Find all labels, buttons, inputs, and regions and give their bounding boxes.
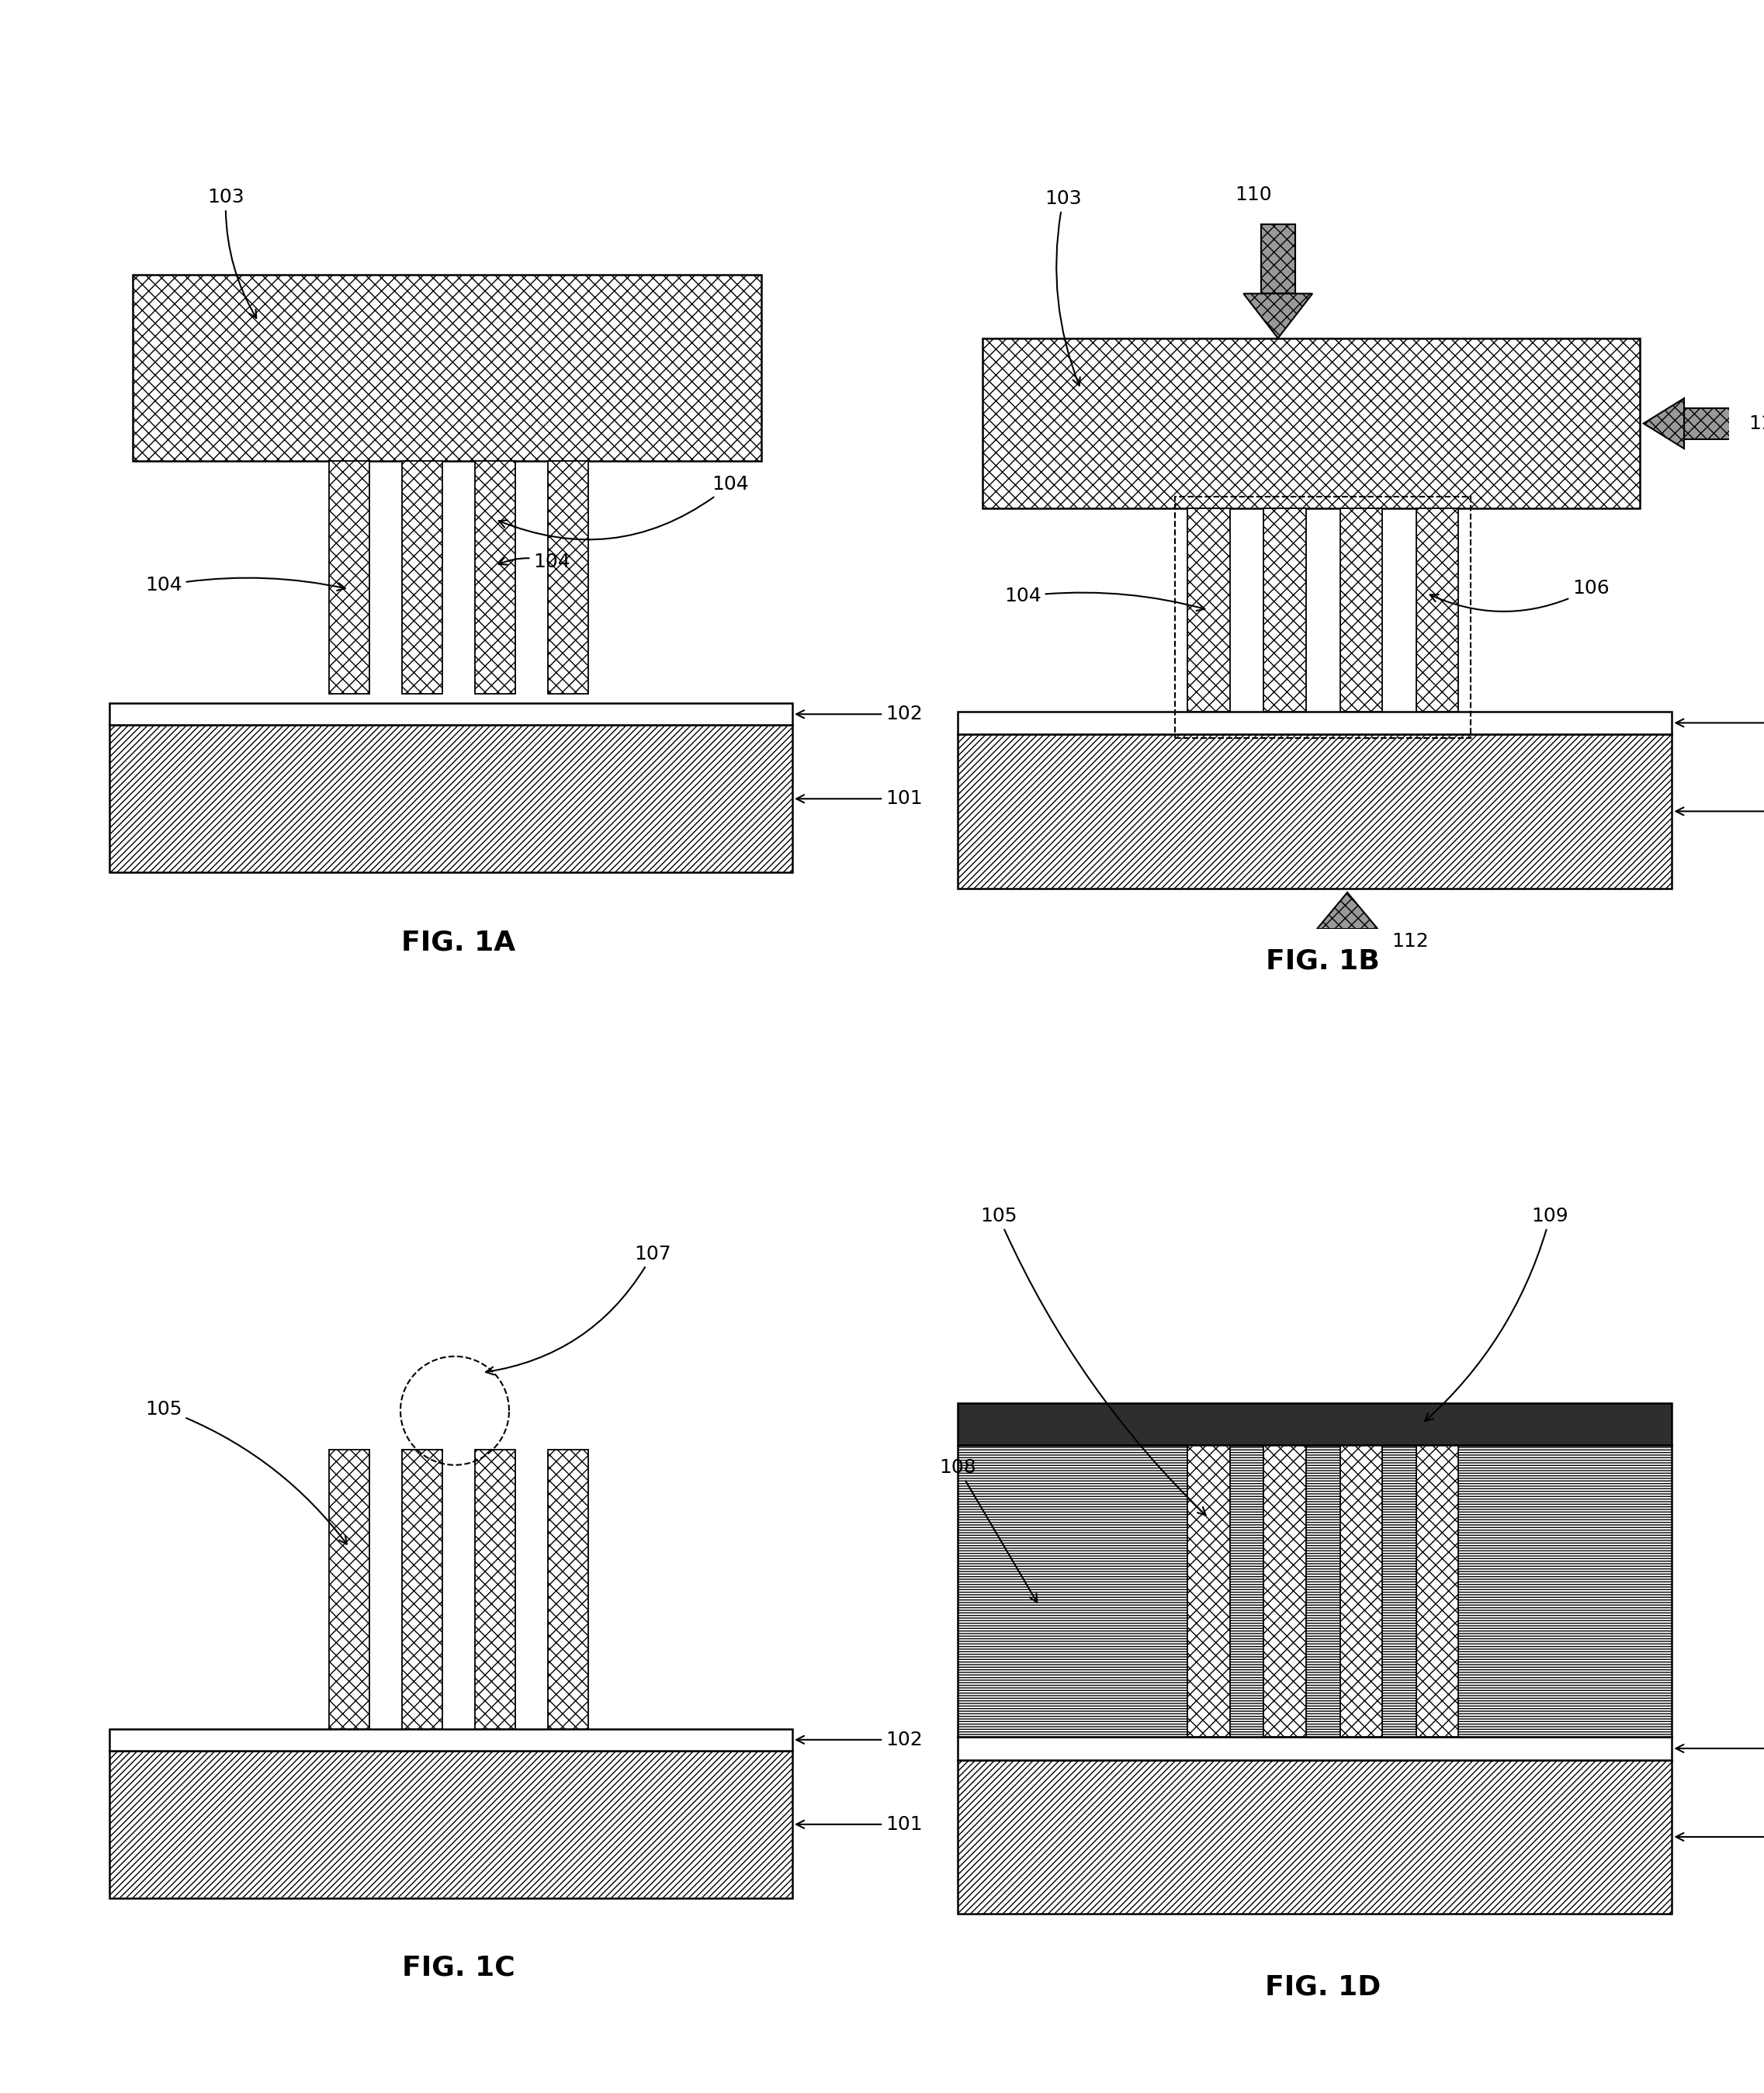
Text: 101: 101 bbox=[796, 1815, 923, 1833]
Bar bbox=[1341, 509, 1383, 712]
Text: 104: 104 bbox=[145, 576, 346, 594]
Bar bbox=[1416, 509, 1459, 712]
Bar bbox=[109, 1729, 792, 1750]
Text: FIG. 1A: FIG. 1A bbox=[402, 929, 515, 957]
Text: 103: 103 bbox=[1044, 188, 1081, 385]
Text: 104: 104 bbox=[1004, 586, 1205, 611]
Bar bbox=[109, 1750, 792, 1898]
Text: 105: 105 bbox=[145, 1400, 348, 1545]
Bar bbox=[1416, 1444, 1459, 1737]
Bar bbox=[109, 724, 792, 873]
Bar bbox=[1263, 1444, 1305, 1737]
Text: 106: 106 bbox=[1431, 580, 1609, 611]
Bar bbox=[549, 460, 587, 695]
Text: 102: 102 bbox=[1676, 714, 1764, 733]
Bar bbox=[1187, 509, 1230, 712]
Polygon shape bbox=[1644, 398, 1685, 448]
Bar bbox=[958, 1402, 1672, 1444]
Bar bbox=[402, 460, 443, 695]
Bar bbox=[1330, 929, 1364, 977]
Bar bbox=[1263, 509, 1305, 712]
Text: 102: 102 bbox=[796, 705, 923, 724]
Text: 104: 104 bbox=[499, 475, 750, 540]
Text: 101: 101 bbox=[1676, 1827, 1764, 1846]
Text: 107: 107 bbox=[485, 1245, 670, 1375]
Text: 102: 102 bbox=[1676, 1739, 1764, 1758]
Bar bbox=[132, 274, 762, 460]
Bar bbox=[330, 1450, 369, 1729]
Bar bbox=[1341, 1444, 1383, 1737]
Text: 101: 101 bbox=[796, 789, 923, 808]
Text: 102: 102 bbox=[796, 1731, 923, 1750]
Text: 105: 105 bbox=[981, 1208, 1207, 1515]
Polygon shape bbox=[1318, 892, 1378, 929]
Bar bbox=[1187, 1444, 1230, 1737]
Bar bbox=[109, 703, 792, 724]
Text: 109: 109 bbox=[1425, 1208, 1568, 1421]
Text: 111: 111 bbox=[1750, 414, 1764, 433]
Text: 112: 112 bbox=[1392, 931, 1429, 950]
Text: 104: 104 bbox=[499, 553, 570, 571]
Text: FIG. 1B: FIG. 1B bbox=[1267, 948, 1379, 975]
Text: FIG. 1D: FIG. 1D bbox=[1265, 1974, 1381, 2001]
Bar bbox=[958, 735, 1672, 887]
Bar bbox=[958, 1737, 1672, 1760]
Bar bbox=[475, 460, 515, 695]
Bar bbox=[1175, 496, 1471, 739]
Bar bbox=[475, 1450, 515, 1729]
Bar bbox=[958, 1444, 1672, 1737]
Bar bbox=[1685, 408, 1738, 440]
Bar bbox=[549, 1450, 587, 1729]
Bar bbox=[983, 339, 1639, 509]
Bar bbox=[402, 1450, 443, 1729]
Bar bbox=[958, 1760, 1672, 1913]
Bar bbox=[958, 712, 1672, 735]
Text: 103: 103 bbox=[208, 188, 256, 318]
Text: 110: 110 bbox=[1235, 186, 1272, 205]
Text: FIG. 1C: FIG. 1C bbox=[402, 1955, 515, 1982]
Bar bbox=[330, 460, 369, 695]
Text: 101: 101 bbox=[1676, 802, 1764, 820]
Polygon shape bbox=[1244, 293, 1312, 339]
Bar bbox=[1261, 224, 1295, 293]
Text: 108: 108 bbox=[938, 1459, 1037, 1603]
